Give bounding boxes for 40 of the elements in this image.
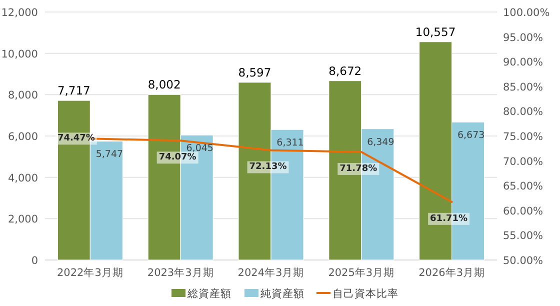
- y-tick-label: 8,000: [8, 90, 38, 102]
- y2-tick-label: 100.00%: [503, 7, 550, 19]
- y2-tick-label: 55.00%: [503, 230, 544, 242]
- y2-tick-label: 80.00%: [503, 106, 544, 118]
- y-tick-label: 10,000: [1, 48, 38, 60]
- data-label: 74.07%: [158, 152, 196, 163]
- legend-label: 純資産額: [260, 287, 304, 300]
- data-label: 72.13%: [249, 162, 287, 172]
- data-label: 61.71%: [430, 214, 468, 224]
- x-tick-label: 2022年3月期: [56, 267, 124, 279]
- data-label: 8,002: [148, 78, 181, 92]
- data-label: 8,597: [238, 65, 272, 80]
- data-label: 5,747: [96, 149, 124, 160]
- y-tick-label: 12,000: [1, 7, 38, 19]
- y2-tick-label: 75.00%: [503, 131, 544, 143]
- data-label: 6,349: [367, 136, 394, 148]
- legend-label: 総資産額: [186, 287, 232, 300]
- y-tick-label: 6,000: [8, 131, 38, 143]
- data-label: 7,717: [57, 84, 90, 98]
- y2-tick-label: 70.00%: [503, 156, 544, 168]
- y2-tick-label: 65.00%: [503, 180, 544, 193]
- data-label: 74.47%: [57, 134, 95, 144]
- data-label: 6,311: [276, 138, 304, 149]
- data-label: 71.78%: [340, 164, 378, 174]
- x-tick-label: 2024年3月期: [238, 267, 304, 279]
- y2-tick-label: 90.00%: [503, 56, 544, 69]
- x-tick-label: 2025年3月期: [328, 267, 395, 279]
- y-tick-label: 4,000: [8, 172, 38, 184]
- legend-label: 自己資本比率: [332, 287, 398, 300]
- y-tick-label: 0: [31, 255, 38, 267]
- data-label: 8,672: [328, 64, 362, 78]
- y-tick-label: 2,000: [8, 214, 38, 226]
- x-tick-label: 2023年3月期: [147, 267, 214, 279]
- y2-tick-label: 95.00%: [503, 32, 544, 44]
- y2-tick-label: 85.00%: [503, 81, 544, 94]
- y2-tick-label: 60.00%: [503, 205, 544, 218]
- y2-tick-label: 50.00%: [503, 255, 544, 267]
- x-tick-label: 2026年3月期: [418, 267, 486, 279]
- data-label: 6,673: [457, 130, 485, 142]
- data-label: 10,557: [415, 24, 456, 39]
